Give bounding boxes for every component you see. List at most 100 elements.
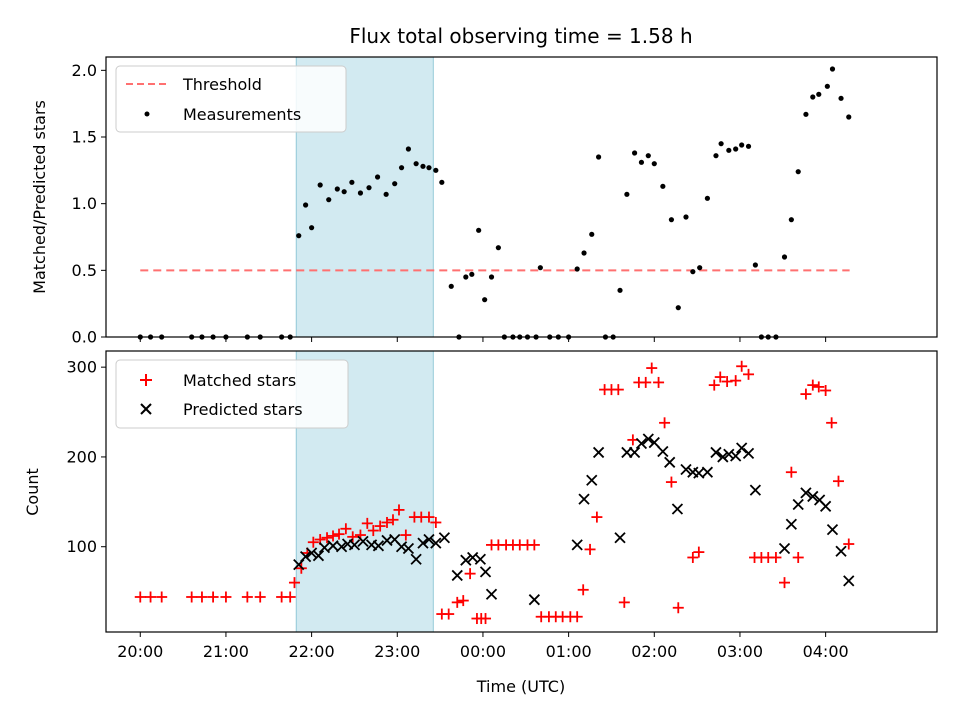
- measurement-point: [690, 269, 696, 275]
- measurement-point: [788, 217, 794, 223]
- measurement-point: [374, 174, 381, 180]
- top-y-tick-label: 1.5: [72, 128, 97, 147]
- measurement-point: [697, 265, 703, 271]
- measurement-point: [745, 143, 752, 149]
- top-y-tick-label: 2.0: [72, 61, 97, 80]
- measurement-point: [349, 179, 355, 185]
- predicted-star-point: [778, 542, 791, 555]
- matched-star-point: [156, 591, 168, 603]
- predicted-star-point: [474, 553, 487, 565]
- measurement-point: [426, 165, 432, 171]
- top-axes-frame: [105, 56, 938, 338]
- predicted-stars-points: [293, 433, 855, 606]
- matched-star-point: [659, 417, 671, 429]
- matched-star-point: [800, 388, 812, 400]
- measurement-point: [482, 297, 488, 303]
- predicted-star-point: [730, 450, 742, 462]
- matched-star-point: [361, 517, 373, 529]
- predicted-star-point: [710, 446, 722, 459]
- matched-star-point: [207, 591, 219, 603]
- top-panel: 0.00.51.01.52.0 Matched/Predicted stars …: [30, 56, 938, 347]
- predicted-star-point: [701, 466, 714, 478]
- matched-star-point: [464, 568, 476, 580]
- measurement-point: [433, 167, 439, 173]
- predicted-star-point: [430, 537, 442, 549]
- matched-star-point: [241, 591, 253, 603]
- measurement-point: [296, 233, 302, 239]
- measurement-point: [624, 191, 630, 197]
- measurement-point: [357, 190, 364, 196]
- predicted-star-point: [648, 436, 660, 449]
- top-y-tick-label: 1.0: [72, 194, 97, 213]
- measurement-point: [334, 186, 340, 192]
- predicted-star-point: [826, 524, 839, 536]
- matched-star-point: [832, 475, 844, 487]
- predicted-star-point: [305, 547, 318, 559]
- measurement-point: [704, 195, 711, 201]
- matched-star-point: [145, 591, 157, 603]
- x-axis-label: Time (UTC): [476, 677, 565, 696]
- x-tick-label: 03:00: [717, 642, 763, 661]
- matched-star-point: [627, 434, 639, 446]
- predicted-star-point: [723, 448, 735, 460]
- matched-star-point: [843, 538, 855, 550]
- predicted-star-point: [318, 541, 331, 554]
- measurement-point: [726, 147, 732, 153]
- legend-threshold-label: Threshold: [182, 75, 262, 94]
- matched-star-point: [381, 516, 393, 528]
- matched-star-point: [134, 591, 146, 603]
- measurement-point: [495, 245, 501, 251]
- measurement-point: [631, 150, 638, 156]
- predicted-star-point: [460, 554, 472, 566]
- predicted-star-point: [592, 446, 605, 459]
- matched-stars-points: [134, 360, 855, 625]
- matched-star-point: [665, 476, 677, 488]
- measurement-point: [341, 189, 347, 195]
- measurement-point: [816, 91, 822, 97]
- measurement-point: [303, 202, 309, 208]
- measurement-point: [439, 179, 445, 185]
- matched-star-point: [333, 528, 345, 540]
- matched-star-point: [423, 511, 435, 523]
- matched-star-point: [612, 384, 624, 396]
- matched-star-point: [714, 371, 726, 383]
- measurement-point: [838, 95, 844, 101]
- matched-star-point: [618, 596, 630, 608]
- predicted-star-point: [843, 575, 855, 587]
- matched-star-point: [653, 376, 665, 388]
- measurement-point: [326, 197, 332, 203]
- predicted-star-point: [479, 566, 492, 578]
- measurement-point: [413, 161, 419, 167]
- x-tick-label: 21:00: [203, 642, 249, 661]
- measurement-point: [713, 153, 719, 159]
- measurement-point: [309, 225, 315, 231]
- matched-star-point: [347, 531, 359, 543]
- predicted-star-point: [578, 493, 590, 505]
- predicted-star-point: [335, 541, 348, 553]
- bottom-legend: Matched stars Predicted stars: [115, 359, 349, 429]
- chart-title: Flux total observing time = 1.58 h: [349, 24, 692, 48]
- matched-star-point: [813, 381, 825, 393]
- top-x-ticks: [139, 337, 827, 342]
- predicted-star-point: [299, 550, 312, 563]
- matched-star-point: [785, 466, 797, 478]
- measurement-point: [398, 165, 405, 171]
- measurement-point: [718, 141, 724, 147]
- predicted-star-point: [835, 545, 847, 557]
- matched-star-point: [687, 551, 699, 563]
- measurement-point: [683, 214, 689, 220]
- measurement-point: [846, 114, 852, 120]
- predicted-star-point: [680, 463, 692, 476]
- measurement-point: [660, 183, 666, 189]
- measurement-point: [392, 181, 398, 187]
- matched-star-point: [672, 602, 684, 614]
- bottom-panel: 20:00 21:00 22:00 23:00 00:00 01:00 02:00 03:00…: [23, 350, 938, 696]
- measurement-point: [739, 142, 745, 148]
- bottom-legend-box: [115, 359, 349, 429]
- matched-star-point: [646, 362, 658, 374]
- matched-star-point: [743, 368, 755, 380]
- measurement-point: [617, 287, 623, 293]
- top-legend-box: [115, 65, 347, 133]
- top-y-axis-label: Matched/Predicted stars: [30, 100, 49, 294]
